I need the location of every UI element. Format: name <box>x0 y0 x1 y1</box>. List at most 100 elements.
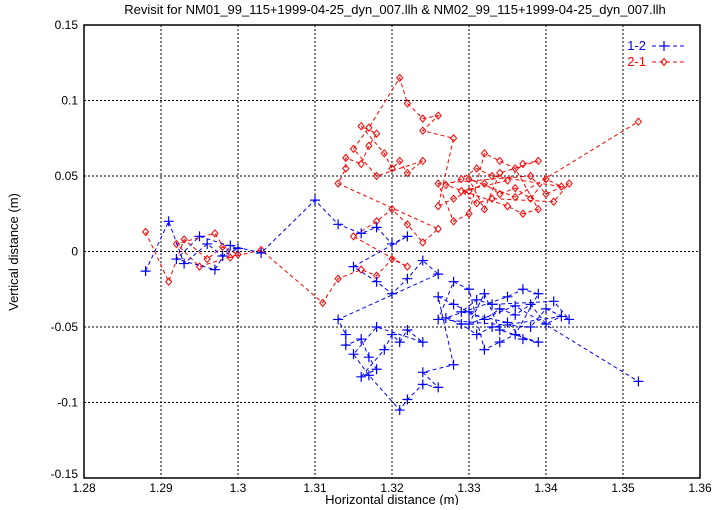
data-point-diamond <box>542 189 550 199</box>
x-tick-label: 1.31 <box>303 481 327 495</box>
data-point-plus <box>356 371 367 382</box>
data-point-diamond <box>473 164 481 173</box>
data-point-diamond <box>141 227 150 237</box>
y-tick-label: -0.05 <box>51 320 79 334</box>
data-point-plus <box>525 322 536 332</box>
data-point-plus <box>356 334 367 345</box>
data-point-plus <box>194 231 205 242</box>
data-point-plus <box>217 251 228 262</box>
data-point-diamond <box>519 159 527 169</box>
x-tick-label: 1.29 <box>149 481 173 495</box>
data-point-plus <box>510 309 521 320</box>
data-point-diamond <box>218 242 227 252</box>
data-point-diamond <box>403 220 412 229</box>
data-point-diamond <box>526 171 535 181</box>
data-point-plus <box>510 329 521 340</box>
data-point-plus <box>371 364 382 375</box>
data-point-plus <box>256 248 267 259</box>
data-point-diamond <box>403 262 412 271</box>
data-point-diamond <box>534 156 542 166</box>
data-point-plus <box>394 337 405 348</box>
x-tick-labels: 1.28 1.29 1.3 1.31 1.32 1.33 1.34 1.35 1.36 <box>72 481 712 495</box>
data-point-diamond <box>526 194 535 203</box>
data-point-diamond <box>372 171 381 181</box>
data-point-plus <box>140 266 151 277</box>
data-point-plus <box>479 344 490 355</box>
y-tick-label: 0.1 <box>61 94 78 108</box>
data-point-plus <box>433 382 444 393</box>
data-point-plus <box>402 325 413 336</box>
data-point-plus <box>340 340 351 351</box>
data-point-plus <box>387 238 397 249</box>
data-point-diamond <box>434 179 442 188</box>
data-point-diamond <box>365 141 373 151</box>
plot-frame <box>83 24 701 479</box>
data-point-diamond <box>473 198 481 208</box>
data-point-diamond <box>357 121 365 131</box>
data-point-plus <box>548 296 559 307</box>
data-point-diamond <box>503 201 512 211</box>
data-point-diamond <box>488 194 496 203</box>
data-point-plus <box>556 311 567 322</box>
series-layer <box>140 73 644 416</box>
data-point-plus <box>387 288 397 299</box>
data-point-diamond <box>319 298 327 308</box>
data-point-plus <box>502 291 513 302</box>
data-point-plus <box>633 376 644 387</box>
data-point-diamond <box>434 111 442 120</box>
y-tick-label: -0.15 <box>51 467 79 481</box>
data-point-diamond <box>480 179 489 188</box>
data-point-plus <box>487 322 498 332</box>
data-point-plus <box>394 405 405 416</box>
y-tick-label: 0 <box>71 245 78 259</box>
data-point-plus <box>448 299 459 310</box>
data-point-plus <box>517 284 528 295</box>
data-point-diamond <box>449 217 458 226</box>
data-point-plus <box>433 314 444 325</box>
y-tick-label: -0.1 <box>57 396 78 410</box>
data-point-diamond <box>511 164 519 173</box>
data-point-plus <box>387 329 397 340</box>
data-point-plus <box>510 300 521 311</box>
data-point-plus <box>564 314 575 325</box>
data-point-plus <box>487 299 498 310</box>
data-point-plus <box>659 41 669 51</box>
data-point-plus <box>502 317 513 328</box>
data-point-diamond <box>660 57 668 67</box>
data-point-diamond <box>419 156 427 166</box>
data-point-plus <box>533 337 544 348</box>
data-point-plus <box>471 294 482 305</box>
y-tick-labels: 0.15 0.1 0.05 0 -0.05 -0.1 -0.15 <box>51 18 79 481</box>
data-point-diamond <box>334 274 342 283</box>
data-point-diamond <box>434 201 442 211</box>
data-point-diamond <box>557 182 566 191</box>
data-point-diamond <box>480 149 489 158</box>
data-point-diamond <box>542 174 550 184</box>
data-point-plus <box>402 273 413 284</box>
data-point-plus <box>356 228 367 239</box>
data-point-plus <box>533 288 544 299</box>
grid <box>84 25 700 478</box>
x-tick-label: 1.28 <box>72 481 96 495</box>
x-tick-label: 1.34 <box>534 481 558 495</box>
data-point-plus <box>202 238 213 249</box>
data-point-diamond <box>349 144 358 154</box>
data-point-plus <box>541 318 551 329</box>
data-point-diamond <box>388 254 396 264</box>
x-tick-label: 1.36 <box>688 481 712 495</box>
data-point-plus <box>479 288 490 299</box>
data-point-diamond <box>488 171 496 181</box>
data-point-plus <box>310 195 320 206</box>
series-2-1 <box>141 73 643 308</box>
data-point-plus <box>479 314 490 325</box>
data-point-plus <box>209 264 220 275</box>
data-point-diamond <box>403 99 412 108</box>
data-point-diamond <box>534 204 542 214</box>
data-point-plus <box>517 334 528 345</box>
data-point-plus <box>433 269 444 280</box>
data-point-diamond <box>172 239 181 249</box>
data-point-diamond <box>457 174 465 184</box>
y-tick-label: 0.15 <box>55 18 79 32</box>
data-point-diamond <box>503 176 512 185</box>
chart-title: Revisit for NM01_99_115+1999-04-25_dyn_0… <box>124 2 666 17</box>
